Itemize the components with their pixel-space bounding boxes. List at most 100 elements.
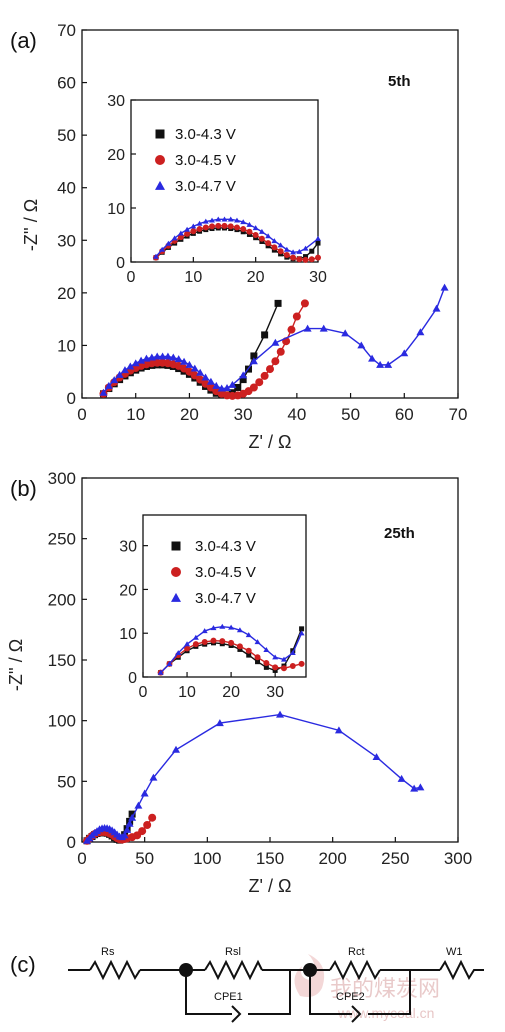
- b-legend-label: 3.0-4.7 V: [195, 590, 256, 607]
- a-inset-data-point: [258, 228, 265, 234]
- a-main-data-point: [300, 299, 309, 308]
- a-main-xtick-label: 30: [234, 405, 253, 424]
- a-inset-data-point: [271, 238, 278, 244]
- b-inset-data-point: [246, 652, 252, 658]
- a-inset-data-point: [302, 256, 309, 263]
- w1-label: W1: [446, 946, 463, 958]
- a-main-data-point: [376, 360, 385, 368]
- a-inset-data-point: [202, 224, 209, 231]
- cpe1-label: CPE1: [214, 991, 243, 1003]
- rsl-label: Rsl: [225, 946, 241, 958]
- b-inset-data-point: [210, 637, 217, 644]
- a-inset-data-point: [152, 253, 159, 259]
- a-inset-data-point: [252, 232, 259, 238]
- b-main-ytick-label: 0: [67, 833, 76, 852]
- b-inset-ytick-label: 30: [119, 539, 137, 556]
- a-main-data-point: [292, 312, 301, 321]
- b-inset-data-point: [245, 632, 252, 638]
- a-main-data-point: [99, 388, 108, 396]
- b-inset-data-point: [272, 654, 279, 660]
- a-main-ytick-label: 40: [57, 179, 76, 198]
- a-main-data-point: [416, 328, 425, 336]
- b-main-data-point: [372, 753, 381, 761]
- b-inset-data-point: [201, 628, 208, 634]
- a-inset-ytick-label: 10: [107, 201, 125, 218]
- b-main-data-point: [149, 773, 158, 781]
- a-main-data-point: [104, 381, 113, 389]
- a-inset-data-point: [283, 251, 290, 258]
- a-main-data-point: [201, 373, 210, 381]
- b-legend-marker: [171, 592, 181, 602]
- a-inset-xtick-label: 10: [184, 269, 202, 286]
- b-legend-label: 3.0-4.5 V: [195, 564, 256, 581]
- b-main-data-point: [397, 774, 406, 782]
- wire: [185, 970, 232, 1015]
- a-main-xtick-label: 20: [180, 405, 199, 424]
- wire: [309, 970, 352, 1015]
- watermark-text: 我的煤炭网: [330, 976, 440, 1001]
- a-inset-data-point: [283, 246, 290, 252]
- panel-a-cycle-label: 5th: [388, 73, 411, 90]
- b-inset-data-point: [289, 650, 296, 656]
- b-main-data-point: [125, 819, 134, 827]
- b-legend-label: 3.0-4.3 V: [195, 538, 256, 555]
- a-inset-data-point: [277, 242, 284, 248]
- wire: [248, 970, 291, 1015]
- a-inset-data-point: [265, 240, 272, 247]
- a-main-xtick-label: 0: [77, 405, 86, 424]
- b-inset-xtick-label: 10: [178, 684, 196, 701]
- a-inset-data-point: [227, 216, 234, 222]
- a-inset-data-point: [315, 254, 321, 261]
- a-main-series-2: [99, 283, 449, 396]
- a-inset-data-point: [303, 254, 309, 260]
- a-main-data-point: [169, 353, 178, 361]
- a-main-data-point: [319, 324, 328, 332]
- b-main-ytick-label: 150: [48, 651, 76, 670]
- resistor-rs: [89, 959, 141, 981]
- a-inset-data-point: [309, 248, 315, 254]
- a-inset-data-point: [246, 221, 253, 227]
- a-inset-data-point: [271, 244, 278, 251]
- b-inset-data-point: [219, 623, 226, 629]
- b-inset-data-point: [280, 665, 287, 672]
- b-inset-data-point: [245, 647, 252, 654]
- b-inset-data-point: [201, 638, 208, 645]
- b-inset-ytick-label: 10: [119, 626, 137, 643]
- b-main-ytick-label: 100: [48, 712, 76, 731]
- panel-a-chart: 0 10 20 30 40 50 60 70 0 10 20 30 40 50 60 70 0 10 20 30 0 10…: [10, 21, 467, 452]
- a-inset-data-point: [265, 233, 272, 239]
- b-inset-data-point: [254, 639, 261, 645]
- b-inset-data-point: [298, 630, 305, 636]
- a-inset-data-point: [171, 235, 178, 241]
- b-inset-data-point: [280, 656, 287, 662]
- b-inset-xtick-label: 20: [222, 684, 240, 701]
- a-inset-data-point: [177, 230, 184, 236]
- a-main-ytick-label: 0: [67, 389, 76, 408]
- b-inset-plot-area: 0 10 20 30 0 10 20 30: [119, 514, 307, 701]
- a-main-data-point: [131, 359, 140, 367]
- b-main-data-point: [123, 825, 132, 833]
- b-inset-data-point: [289, 663, 296, 670]
- a-main-data-point: [261, 331, 269, 339]
- b-inset-data-point: [237, 646, 243, 652]
- a-inset-data-point: [296, 248, 303, 254]
- wire: [368, 970, 411, 1015]
- a-main-data-point: [217, 384, 226, 392]
- a-main-data-point: [249, 357, 258, 365]
- a-main-data-point: [206, 377, 215, 385]
- a-main-data-point: [153, 352, 162, 360]
- a-main-data-point: [341, 329, 350, 337]
- a-inset-data-point: [290, 249, 297, 255]
- a-main-data-point: [196, 368, 205, 376]
- b-inset-data-point: [263, 659, 270, 666]
- a-main-xtick-label: 50: [341, 405, 360, 424]
- b-main-data-point: [120, 831, 129, 839]
- a-inset-data-point: [202, 218, 209, 224]
- a-main-data-point: [255, 378, 264, 387]
- a-main-data-point: [400, 349, 409, 357]
- panel-a-ylabel: -Z'' / Ω: [21, 199, 41, 251]
- a-inset-xtick-label: 20: [247, 269, 265, 286]
- a-main-data-point: [126, 362, 135, 370]
- a-main-data-point: [276, 347, 285, 356]
